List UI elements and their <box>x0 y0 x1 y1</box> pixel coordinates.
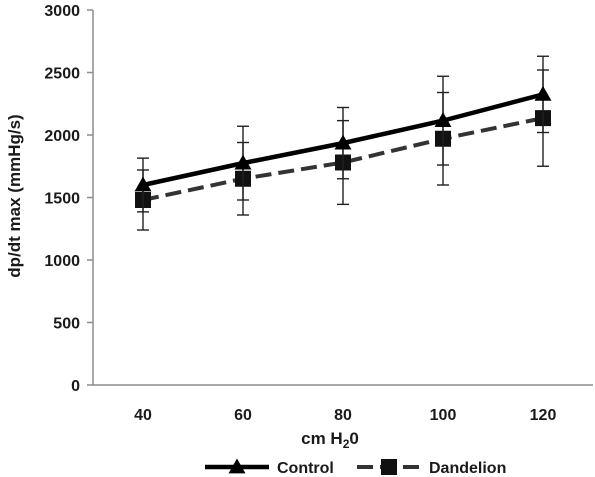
x-axis-title: cm H20 <box>301 429 359 451</box>
plot-area: 0 500 1000 1500 2000 2500 3000 40 60 80 100 120 <box>44 3 593 424</box>
x-tick-label: 120 <box>530 407 557 424</box>
legend-marker-dandelion <box>381 459 397 475</box>
legend-marker-control <box>228 458 246 474</box>
data-point-control <box>434 112 452 127</box>
y-tick-label: 3000 <box>44 3 80 20</box>
y-tick-label: 1500 <box>44 191 80 208</box>
y-tick-label: 2500 <box>44 66 80 83</box>
x-tick-label: 100 <box>430 407 457 424</box>
x-axis-title-main: cm H <box>301 429 343 448</box>
y-tick-label: 1000 <box>44 253 80 270</box>
y-tick-label: 0 <box>71 378 80 395</box>
x-tick-label: 80 <box>334 407 352 424</box>
y-tick-label: 500 <box>53 316 80 333</box>
data-point-control <box>234 154 252 170</box>
x-axis-title-suffix: 0 <box>349 429 358 448</box>
y-axis-title-group: dp/dt max (mmHg/s) <box>5 114 24 277</box>
legend: Control Dandelion <box>205 458 506 477</box>
y-tick-label: 2000 <box>44 128 80 145</box>
legend-label-control: Control <box>277 460 334 477</box>
data-point-control <box>334 134 352 150</box>
data-point-control <box>134 176 152 192</box>
x-tick-label: 40 <box>134 407 152 424</box>
y-axis-title: dp/dt max (mmHg/s) <box>5 114 24 277</box>
x-tick-label: 60 <box>234 407 252 424</box>
legend-label-dandelion: Dandelion <box>429 460 506 477</box>
x-axis-title-subscript: 2 <box>343 437 350 451</box>
data-point-control <box>534 85 552 101</box>
